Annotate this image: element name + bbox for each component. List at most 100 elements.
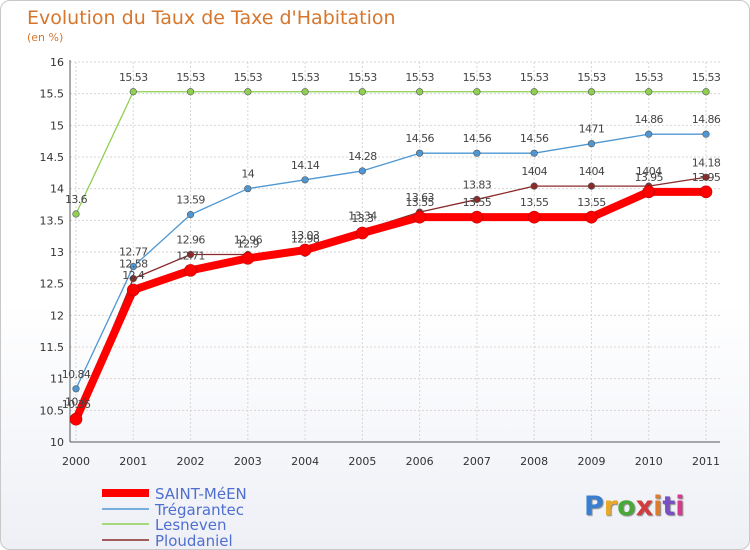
series-line-0 (72, 187, 706, 421)
data-point (702, 173, 710, 181)
y-tick-label: 16 (50, 56, 64, 69)
y-tick-label: 10.5 (40, 404, 65, 417)
data-label: 13.55 (520, 196, 549, 209)
series-line-3 (75, 176, 707, 417)
data-label: 15.53 (234, 71, 263, 84)
data-label: 13.34 (348, 209, 377, 222)
data-label: 12.58 (119, 258, 148, 271)
data-point (186, 211, 195, 219)
data-label: 12.9 (237, 237, 260, 250)
data-label: 1471 (579, 123, 605, 136)
data-point (301, 176, 309, 184)
data-point (585, 210, 598, 224)
data-point (470, 210, 484, 224)
y-tick-label: 11.5 (40, 341, 65, 354)
data-label: 1404 (521, 165, 547, 178)
data-label: 13.03 (291, 229, 320, 242)
data-label: 13.83 (463, 178, 492, 191)
data-label: 13.55 (577, 196, 606, 209)
data-point (186, 88, 195, 96)
data-label: 13.95 (634, 171, 663, 184)
series-line-2 (75, 91, 706, 215)
x-tick-label: 2007 (463, 455, 491, 468)
data-label: 12.77 (119, 246, 148, 259)
data-point (301, 88, 309, 96)
data-point (530, 88, 538, 96)
data-point (358, 88, 366, 96)
x-tick-label: 2001 (119, 455, 147, 468)
y-tick-label: 13.5 (40, 214, 65, 227)
x-tick-label: 2002 (177, 455, 205, 468)
data-label: 10.36 (62, 398, 91, 411)
x-tick-label: 2000 (62, 455, 90, 468)
data-label: 14.86 (692, 113, 721, 126)
data-point (69, 412, 83, 426)
chart-subtitle: (en %) (27, 31, 64, 44)
data-point (587, 88, 596, 96)
data-label: 15.53 (520, 71, 549, 84)
y-tick-label: 15 (50, 119, 64, 132)
x-tick-label: 2004 (291, 455, 319, 468)
x-tick-label: 2006 (406, 455, 434, 468)
data-point (356, 226, 369, 240)
data-label: 15.53 (119, 71, 148, 84)
data-label: 13.95 (692, 171, 721, 184)
data-point (645, 130, 653, 138)
x-tick-label: 2008 (520, 455, 548, 468)
data-label: 15.53 (291, 71, 320, 84)
data-point (358, 167, 366, 175)
data-point (473, 88, 481, 96)
data-point (530, 149, 538, 157)
data-point (129, 275, 137, 283)
data-label: 13.55 (405, 196, 434, 209)
data-label: 15.53 (348, 71, 377, 84)
data-point (129, 88, 137, 96)
data-label: 14.86 (634, 113, 663, 126)
data-label: 14.56 (463, 132, 492, 145)
proxiti-logo: Proxiti (584, 491, 685, 522)
legend-label: Trégarantec (154, 501, 244, 519)
data-label: 10.84 (62, 368, 91, 381)
x-tick-label: 2009 (577, 455, 605, 468)
data-label: 12.96 (176, 234, 205, 247)
data-point (72, 385, 80, 393)
data-point (642, 185, 656, 199)
data-point (473, 149, 481, 157)
data-point (244, 185, 252, 193)
series-line-1 (75, 133, 706, 390)
legend-label: SAINT-MéEN (155, 485, 247, 503)
data-label: 14.56 (405, 132, 434, 145)
data-label: 13.63 (405, 191, 434, 204)
data-label: 12.98 (291, 232, 320, 245)
data-point (473, 195, 481, 204)
y-tick-label: 15.5 (40, 88, 65, 101)
data-label: 12.96 (234, 234, 263, 247)
legend-label: Lesneven (155, 516, 226, 534)
data-label: 1404 (636, 165, 662, 178)
data-label: 15.53 (463, 71, 492, 84)
legend-label: Ploudaniel (155, 532, 233, 549)
data-point (129, 262, 137, 271)
data-point (530, 182, 538, 190)
data-point (413, 210, 426, 224)
data-point (416, 149, 424, 157)
data-point (241, 252, 255, 265)
data-label: 15.53 (692, 71, 721, 84)
data-label: 14.28 (348, 150, 377, 163)
data-label: 12.71 (176, 249, 205, 262)
data-label: 10.4 (65, 396, 88, 409)
data-label: 14.56 (520, 132, 549, 145)
x-tick-label: 2003 (234, 455, 262, 468)
data-point (645, 88, 653, 96)
data-point (184, 264, 197, 277)
data-point (587, 140, 596, 148)
data-point (702, 88, 710, 96)
data-point (298, 243, 312, 257)
x-tick-label: 2011 (692, 455, 720, 468)
y-tick-label: 13 (50, 246, 64, 259)
data-label: 14.18 (692, 156, 721, 169)
data-label: 15.53 (405, 71, 434, 84)
data-point (699, 185, 713, 199)
data-label: 13.6 (65, 193, 88, 206)
